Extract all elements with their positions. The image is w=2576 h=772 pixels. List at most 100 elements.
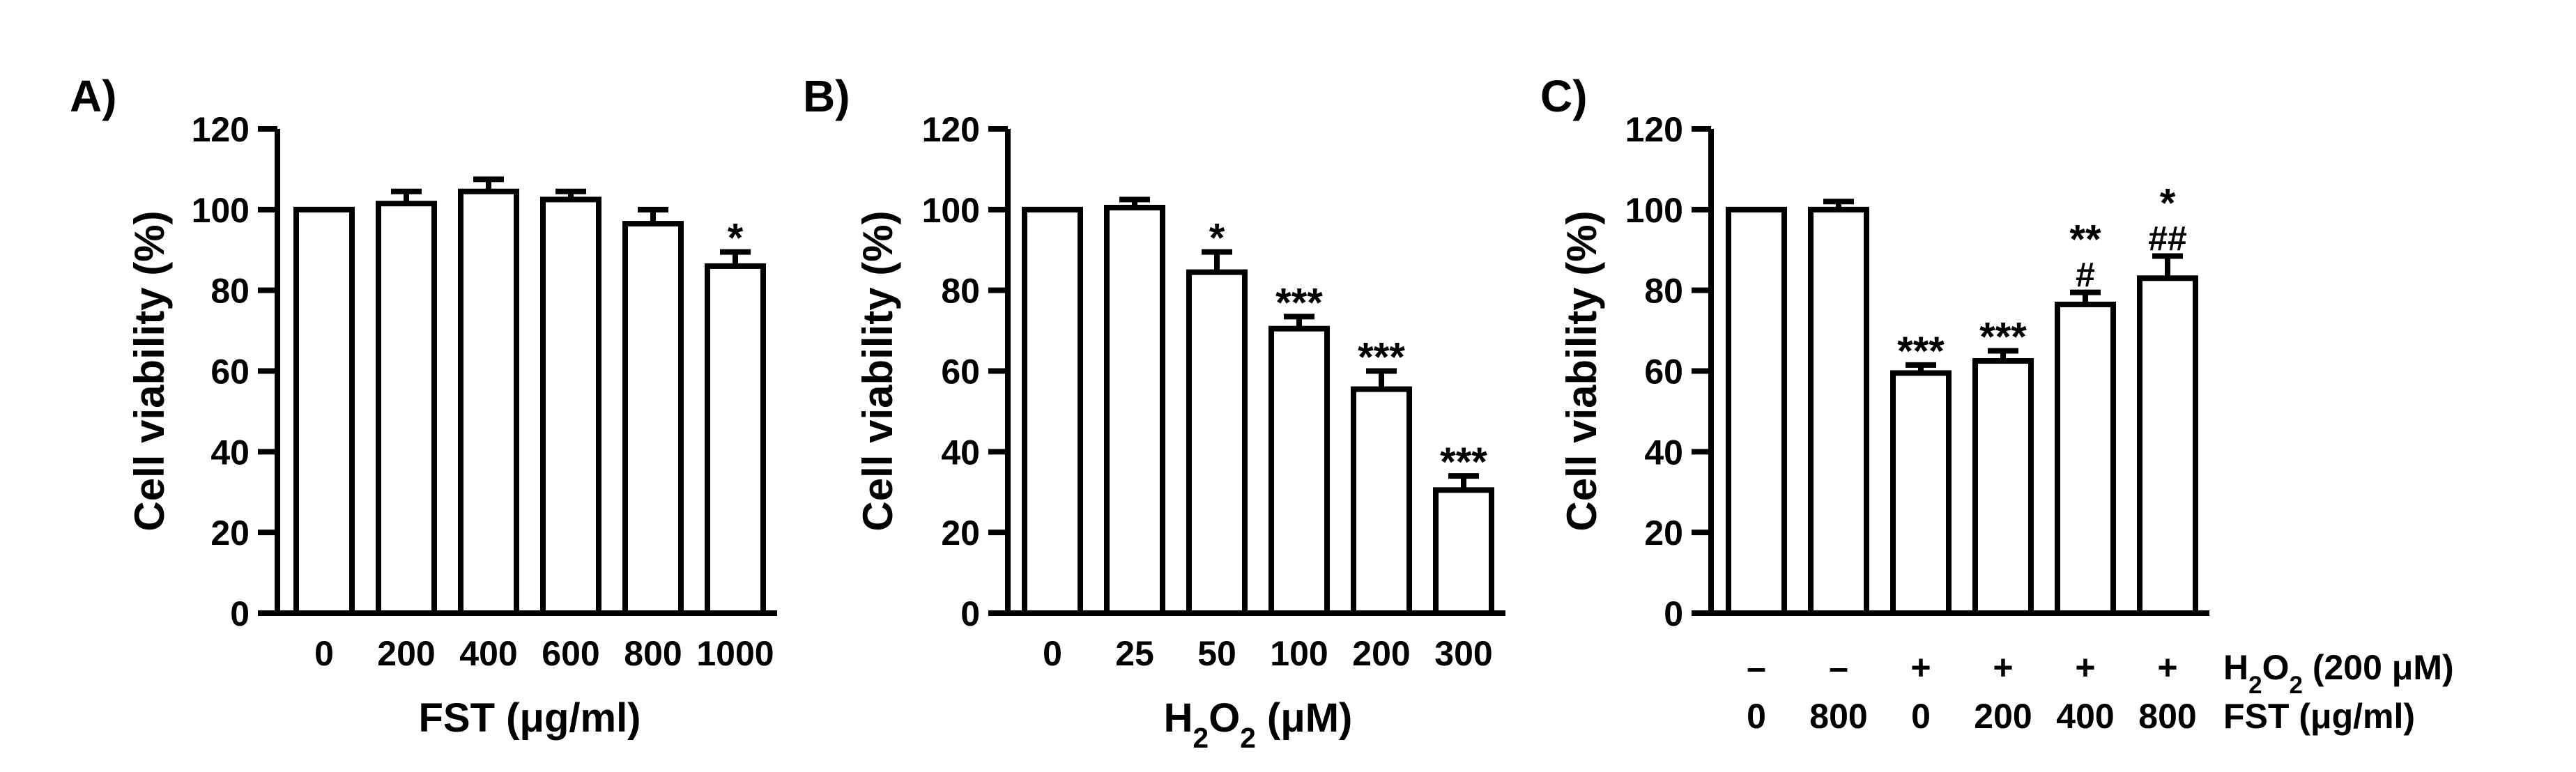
treatment-row1-label-part-0: H	[2223, 648, 2248, 687]
significance-label-secondary: #	[2076, 256, 2095, 295]
treatment-row1-value: +	[2075, 648, 2095, 687]
x-tick-label: 400	[459, 634, 517, 673]
y-tick-label: 60	[1644, 353, 1683, 392]
bar-1	[1022, 206, 1083, 617]
x-tick-label: 25	[1115, 634, 1154, 673]
x-axis-label-part-0: FST (	[418, 695, 520, 741]
bar-6	[1433, 487, 1494, 617]
y-tick-label: 60	[941, 353, 980, 392]
treatment-row1-label-part-4: (200 μM)	[2303, 648, 2454, 687]
treatment-row2-value: 0	[1911, 697, 1931, 736]
x-axis-label-part-4: μg/ml)	[519, 695, 641, 741]
y-axis-label: Cell viability (%)	[126, 210, 173, 531]
bar-6	[705, 263, 766, 616]
bar-3	[1890, 370, 1952, 616]
bar-4	[1268, 325, 1330, 616]
x-axis-label-part-3: 2	[1240, 722, 1256, 754]
significance-label: *	[2160, 180, 2176, 226]
y-tick-label: 120	[1625, 110, 1683, 149]
significance-label: ***	[1275, 280, 1323, 325]
y-tick-label: 80	[1644, 272, 1683, 311]
bar-3	[1186, 269, 1248, 616]
y-tick-label: 20	[941, 514, 980, 553]
significance-label: *	[728, 216, 744, 261]
y-tick-label: 120	[922, 110, 980, 149]
x-axis-label-part-0: H	[1164, 695, 1193, 741]
x-tick-label: 200	[377, 634, 435, 673]
x-tick-label: 50	[1197, 634, 1236, 673]
treatment-row2-label: FST (μg/ml)	[2223, 697, 2415, 736]
significance-label: *	[1209, 216, 1225, 261]
y-tick-label: 40	[941, 433, 980, 472]
x-axis-label: FST (μg/ml)	[418, 695, 641, 741]
chart-panel-1: A) 0 20 40 60 80 100 120 Cell viability (%) * 0 200…	[70, 71, 777, 741]
y-tick-label: 0	[230, 594, 250, 633]
treatment-row2-value: 400	[2056, 697, 2114, 736]
bar-2	[1104, 204, 1165, 616]
treatment-row2-value: 0	[1747, 697, 1766, 736]
treatment-row2-value: 800	[2138, 697, 2196, 736]
panel-label: C)	[1540, 71, 1588, 121]
treatment-row1-value: +	[1993, 648, 2013, 687]
x-tick-label: 600	[542, 634, 599, 673]
bar-1	[1726, 206, 1787, 617]
y-tick-label: 40	[210, 433, 250, 472]
bar-5	[1351, 386, 1412, 616]
treatment-row1-value: +	[1910, 648, 1931, 687]
treatment-row2-value: 200	[1974, 697, 2032, 736]
y-tick-label: 100	[1625, 191, 1683, 230]
bar-5	[2055, 301, 2116, 616]
y-axis-label: Cell viability (%)	[854, 210, 901, 531]
significance-label-secondary: ##	[2148, 219, 2187, 258]
treatment-row1-value: –	[1829, 648, 1848, 687]
x-tick-label: 0	[1043, 634, 1062, 673]
significance-label: **	[2069, 217, 2101, 263]
x-tick-label: 200	[1352, 634, 1410, 673]
bar-3	[458, 188, 519, 617]
x-axis-label-part-4: (μM)	[1256, 695, 1353, 741]
y-tick-label: 80	[941, 272, 980, 311]
treatment-row1-value: +	[2157, 648, 2177, 687]
treatment-row1-label-part-3: 2	[2289, 672, 2302, 699]
panel-label: A)	[70, 71, 117, 121]
significance-label: ***	[1979, 315, 2027, 360]
x-tick-label: 0	[314, 634, 334, 673]
y-tick-label: 0	[1664, 594, 1683, 633]
y-tick-label: 0	[960, 594, 980, 633]
x-tick-label: 300	[1434, 634, 1492, 673]
treatment-row1-value: –	[1747, 648, 1766, 687]
y-tick-label: 120	[192, 110, 250, 149]
y-axis-label: Cell viability (%)	[1558, 210, 1605, 531]
y-tick-label: 60	[210, 353, 250, 392]
y-tick-label: 80	[210, 272, 250, 311]
x-tick-label: 100	[1270, 634, 1328, 673]
significance-label: ***	[1358, 335, 1405, 380]
bar-4	[1972, 358, 2034, 616]
y-tick-label: 20	[210, 514, 250, 553]
treatment-row1-label: H2O2 (200 μM)	[2223, 648, 2454, 699]
y-tick-label: 100	[192, 191, 250, 230]
x-tick-label: 1000	[696, 634, 774, 673]
bar-6	[2137, 275, 2198, 616]
x-axis-label-part-2: O	[1209, 695, 1240, 741]
x-axis-label-part-1: 2	[1193, 722, 1209, 754]
significance-label: ***	[1440, 440, 1487, 485]
bar-5	[622, 221, 684, 616]
y-tick-label: 20	[1644, 514, 1683, 553]
x-axis-label: H2O2 (μM)	[1164, 695, 1353, 754]
treatment-row1-label-part-1: 2	[2248, 672, 2262, 699]
y-tick-label: 40	[1644, 433, 1683, 472]
panel-label: B)	[803, 71, 850, 121]
bar-4	[540, 196, 601, 616]
x-tick-label: 800	[624, 634, 682, 673]
bar-2	[1808, 206, 1869, 617]
treatment-row2-value: 800	[1809, 697, 1867, 736]
bar-2	[376, 201, 437, 617]
treatment-row1-label-part-2: O	[2262, 648, 2290, 687]
y-tick-label: 100	[922, 191, 980, 230]
bar-1	[293, 206, 355, 617]
significance-label: ***	[1897, 329, 1945, 374]
